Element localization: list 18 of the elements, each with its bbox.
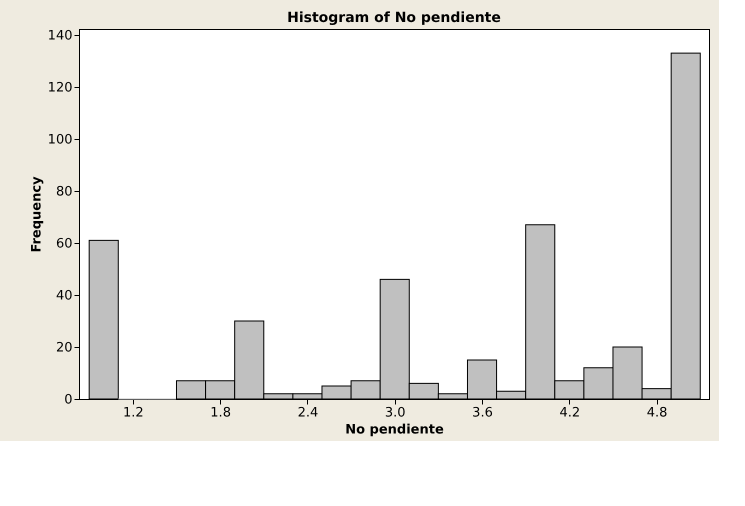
y-tick-label: 60 (56, 236, 72, 252)
x-tick-label: 2.4 (298, 406, 318, 420)
y-tick-label: 80 (56, 184, 72, 200)
x-axis-title: No pendiente (345, 422, 444, 438)
y-tick-label: 40 (56, 288, 72, 304)
chart-title: Histogram of No pendiente (287, 10, 501, 26)
x-tick-label: 4.2 (559, 406, 580, 420)
x-tick-label: 1.2 (122, 406, 144, 420)
y-tick-label: 140 (48, 28, 72, 44)
y-axis-title: Frequency (30, 176, 45, 253)
y-tick-label: 0 (64, 392, 72, 408)
x-tick-label: 3.6 (472, 406, 493, 420)
y-tick-label: 100 (48, 132, 72, 148)
x-tick-label: 4.8 (646, 406, 668, 420)
y-tick-label: 20 (56, 340, 72, 356)
x-tick-label: 3.0 (384, 406, 406, 420)
x-tick-label: 1.8 (210, 406, 231, 420)
y-tick-label: 120 (48, 80, 72, 96)
